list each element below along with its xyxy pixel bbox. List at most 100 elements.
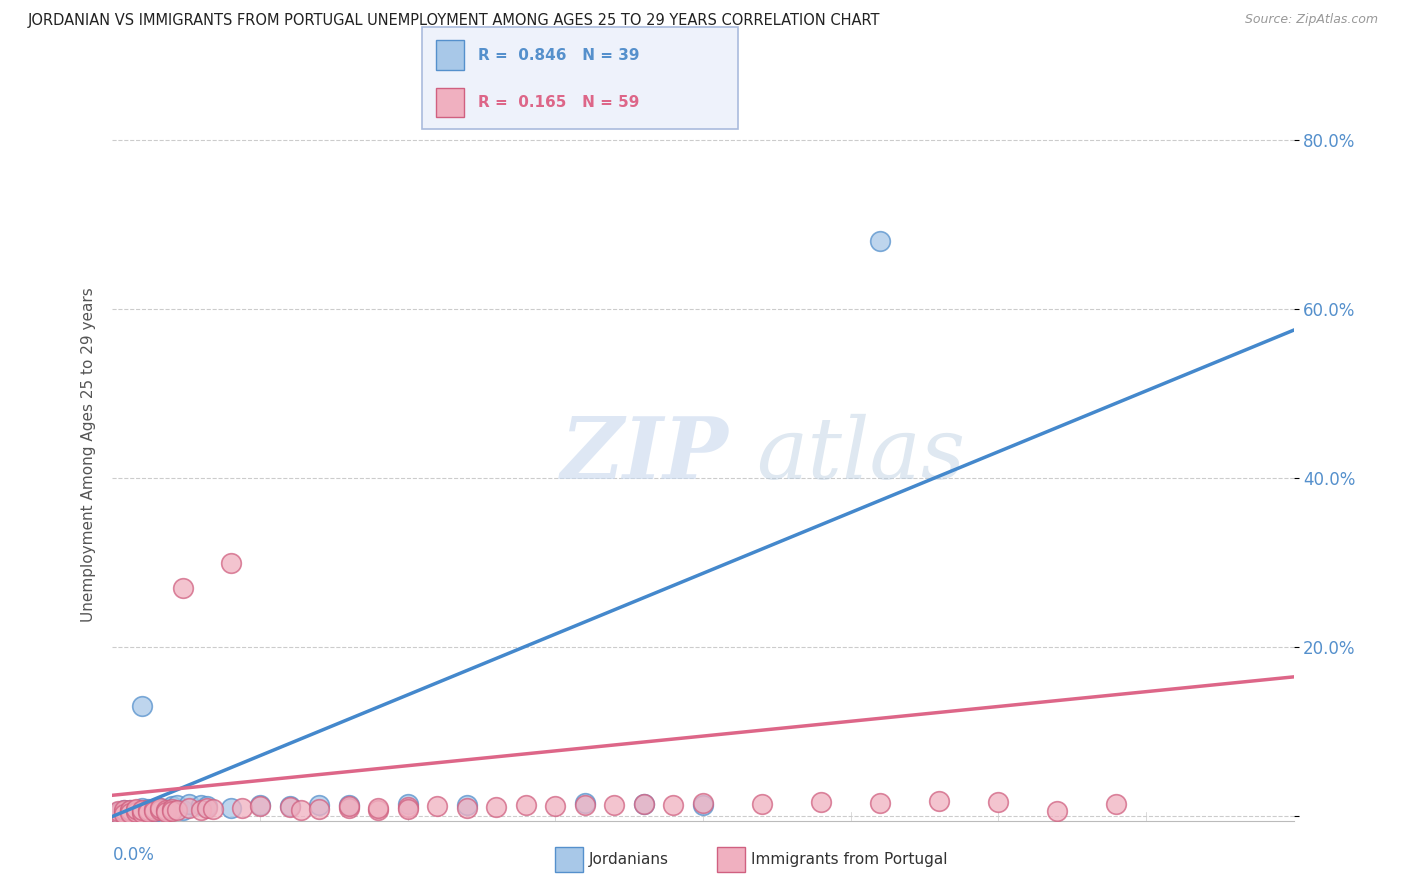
- Point: [149, 804, 172, 818]
- Point: [633, 797, 655, 811]
- Point: [120, 804, 142, 818]
- Point: [367, 801, 389, 815]
- Point: [544, 799, 567, 814]
- Point: [485, 800, 508, 814]
- Point: [278, 799, 301, 814]
- Point: [692, 796, 714, 810]
- Point: [131, 805, 153, 819]
- Point: [633, 797, 655, 811]
- Text: Jordanians: Jordanians: [589, 853, 669, 867]
- Point: [131, 801, 153, 815]
- Point: [120, 805, 142, 819]
- Point: [107, 805, 129, 820]
- Point: [136, 805, 159, 820]
- Point: [131, 803, 153, 817]
- Point: [172, 581, 194, 595]
- Point: [869, 235, 891, 249]
- Point: [125, 802, 148, 816]
- Point: [125, 804, 148, 818]
- Point: [456, 797, 478, 812]
- Point: [195, 799, 218, 814]
- Y-axis label: Unemployment Among Ages 25 to 29 years: Unemployment Among Ages 25 to 29 years: [80, 287, 96, 623]
- Point: [190, 803, 212, 817]
- Point: [308, 797, 330, 812]
- Point: [179, 797, 201, 811]
- Point: [120, 803, 142, 817]
- Point: [125, 805, 148, 819]
- Point: [219, 801, 242, 815]
- Point: [1105, 797, 1128, 811]
- Point: [195, 801, 218, 815]
- Point: [367, 803, 389, 817]
- Point: [231, 801, 253, 815]
- Point: [179, 801, 201, 815]
- Point: [112, 806, 135, 821]
- Point: [112, 804, 135, 818]
- Point: [201, 802, 224, 816]
- Point: [515, 798, 537, 813]
- Point: [290, 803, 312, 817]
- Text: atlas: atlas: [756, 414, 966, 496]
- Point: [142, 803, 165, 817]
- Point: [155, 802, 177, 816]
- Point: [120, 805, 142, 820]
- Point: [136, 805, 159, 819]
- Text: JORDANIAN VS IMMIGRANTS FROM PORTUGAL UNEMPLOYMENT AMONG AGES 25 TO 29 YEARS COR: JORDANIAN VS IMMIGRANTS FROM PORTUGAL UN…: [28, 13, 880, 29]
- Point: [219, 556, 242, 570]
- Text: Immigrants from Portugal: Immigrants from Portugal: [751, 853, 948, 867]
- Text: R =  0.846   N = 39: R = 0.846 N = 39: [478, 47, 640, 62]
- Point: [142, 805, 165, 820]
- Point: [112, 805, 135, 820]
- Point: [125, 805, 148, 820]
- Point: [308, 802, 330, 816]
- Point: [574, 797, 596, 812]
- Point: [142, 805, 165, 819]
- Point: [869, 796, 891, 810]
- Point: [131, 804, 153, 818]
- Point: [337, 798, 360, 813]
- Point: [249, 799, 271, 814]
- Point: [107, 805, 129, 820]
- Point: [160, 799, 183, 814]
- Point: [928, 794, 950, 808]
- Point: [131, 805, 153, 820]
- Point: [149, 801, 172, 815]
- Point: [574, 796, 596, 810]
- Point: [125, 803, 148, 817]
- Point: [426, 799, 449, 814]
- Point: [136, 804, 159, 818]
- Point: [131, 805, 153, 820]
- Text: R =  0.165   N = 59: R = 0.165 N = 59: [478, 95, 640, 110]
- Point: [112, 805, 135, 820]
- Point: [396, 800, 419, 814]
- Point: [107, 805, 129, 819]
- Point: [337, 799, 360, 814]
- Point: [987, 795, 1010, 809]
- Point: [1046, 805, 1069, 819]
- Point: [190, 797, 212, 812]
- Point: [149, 801, 172, 815]
- Point: [662, 797, 685, 812]
- Point: [120, 806, 142, 821]
- Point: [396, 802, 419, 816]
- Point: [751, 797, 773, 811]
- Point: [249, 798, 271, 813]
- Point: [136, 802, 159, 816]
- Point: [810, 795, 832, 809]
- Point: [120, 805, 142, 820]
- Text: Source: ZipAtlas.com: Source: ZipAtlas.com: [1244, 13, 1378, 27]
- Point: [131, 699, 153, 714]
- Point: [112, 805, 135, 819]
- Text: 0.0%: 0.0%: [112, 847, 155, 864]
- Point: [456, 801, 478, 815]
- Point: [160, 805, 183, 819]
- Point: [142, 802, 165, 816]
- Point: [155, 805, 177, 820]
- Point: [107, 806, 129, 821]
- Point: [149, 803, 172, 817]
- Point: [166, 798, 188, 813]
- Point: [692, 797, 714, 812]
- Point: [172, 803, 194, 817]
- Point: [396, 797, 419, 811]
- Text: ZIP: ZIP: [561, 413, 730, 497]
